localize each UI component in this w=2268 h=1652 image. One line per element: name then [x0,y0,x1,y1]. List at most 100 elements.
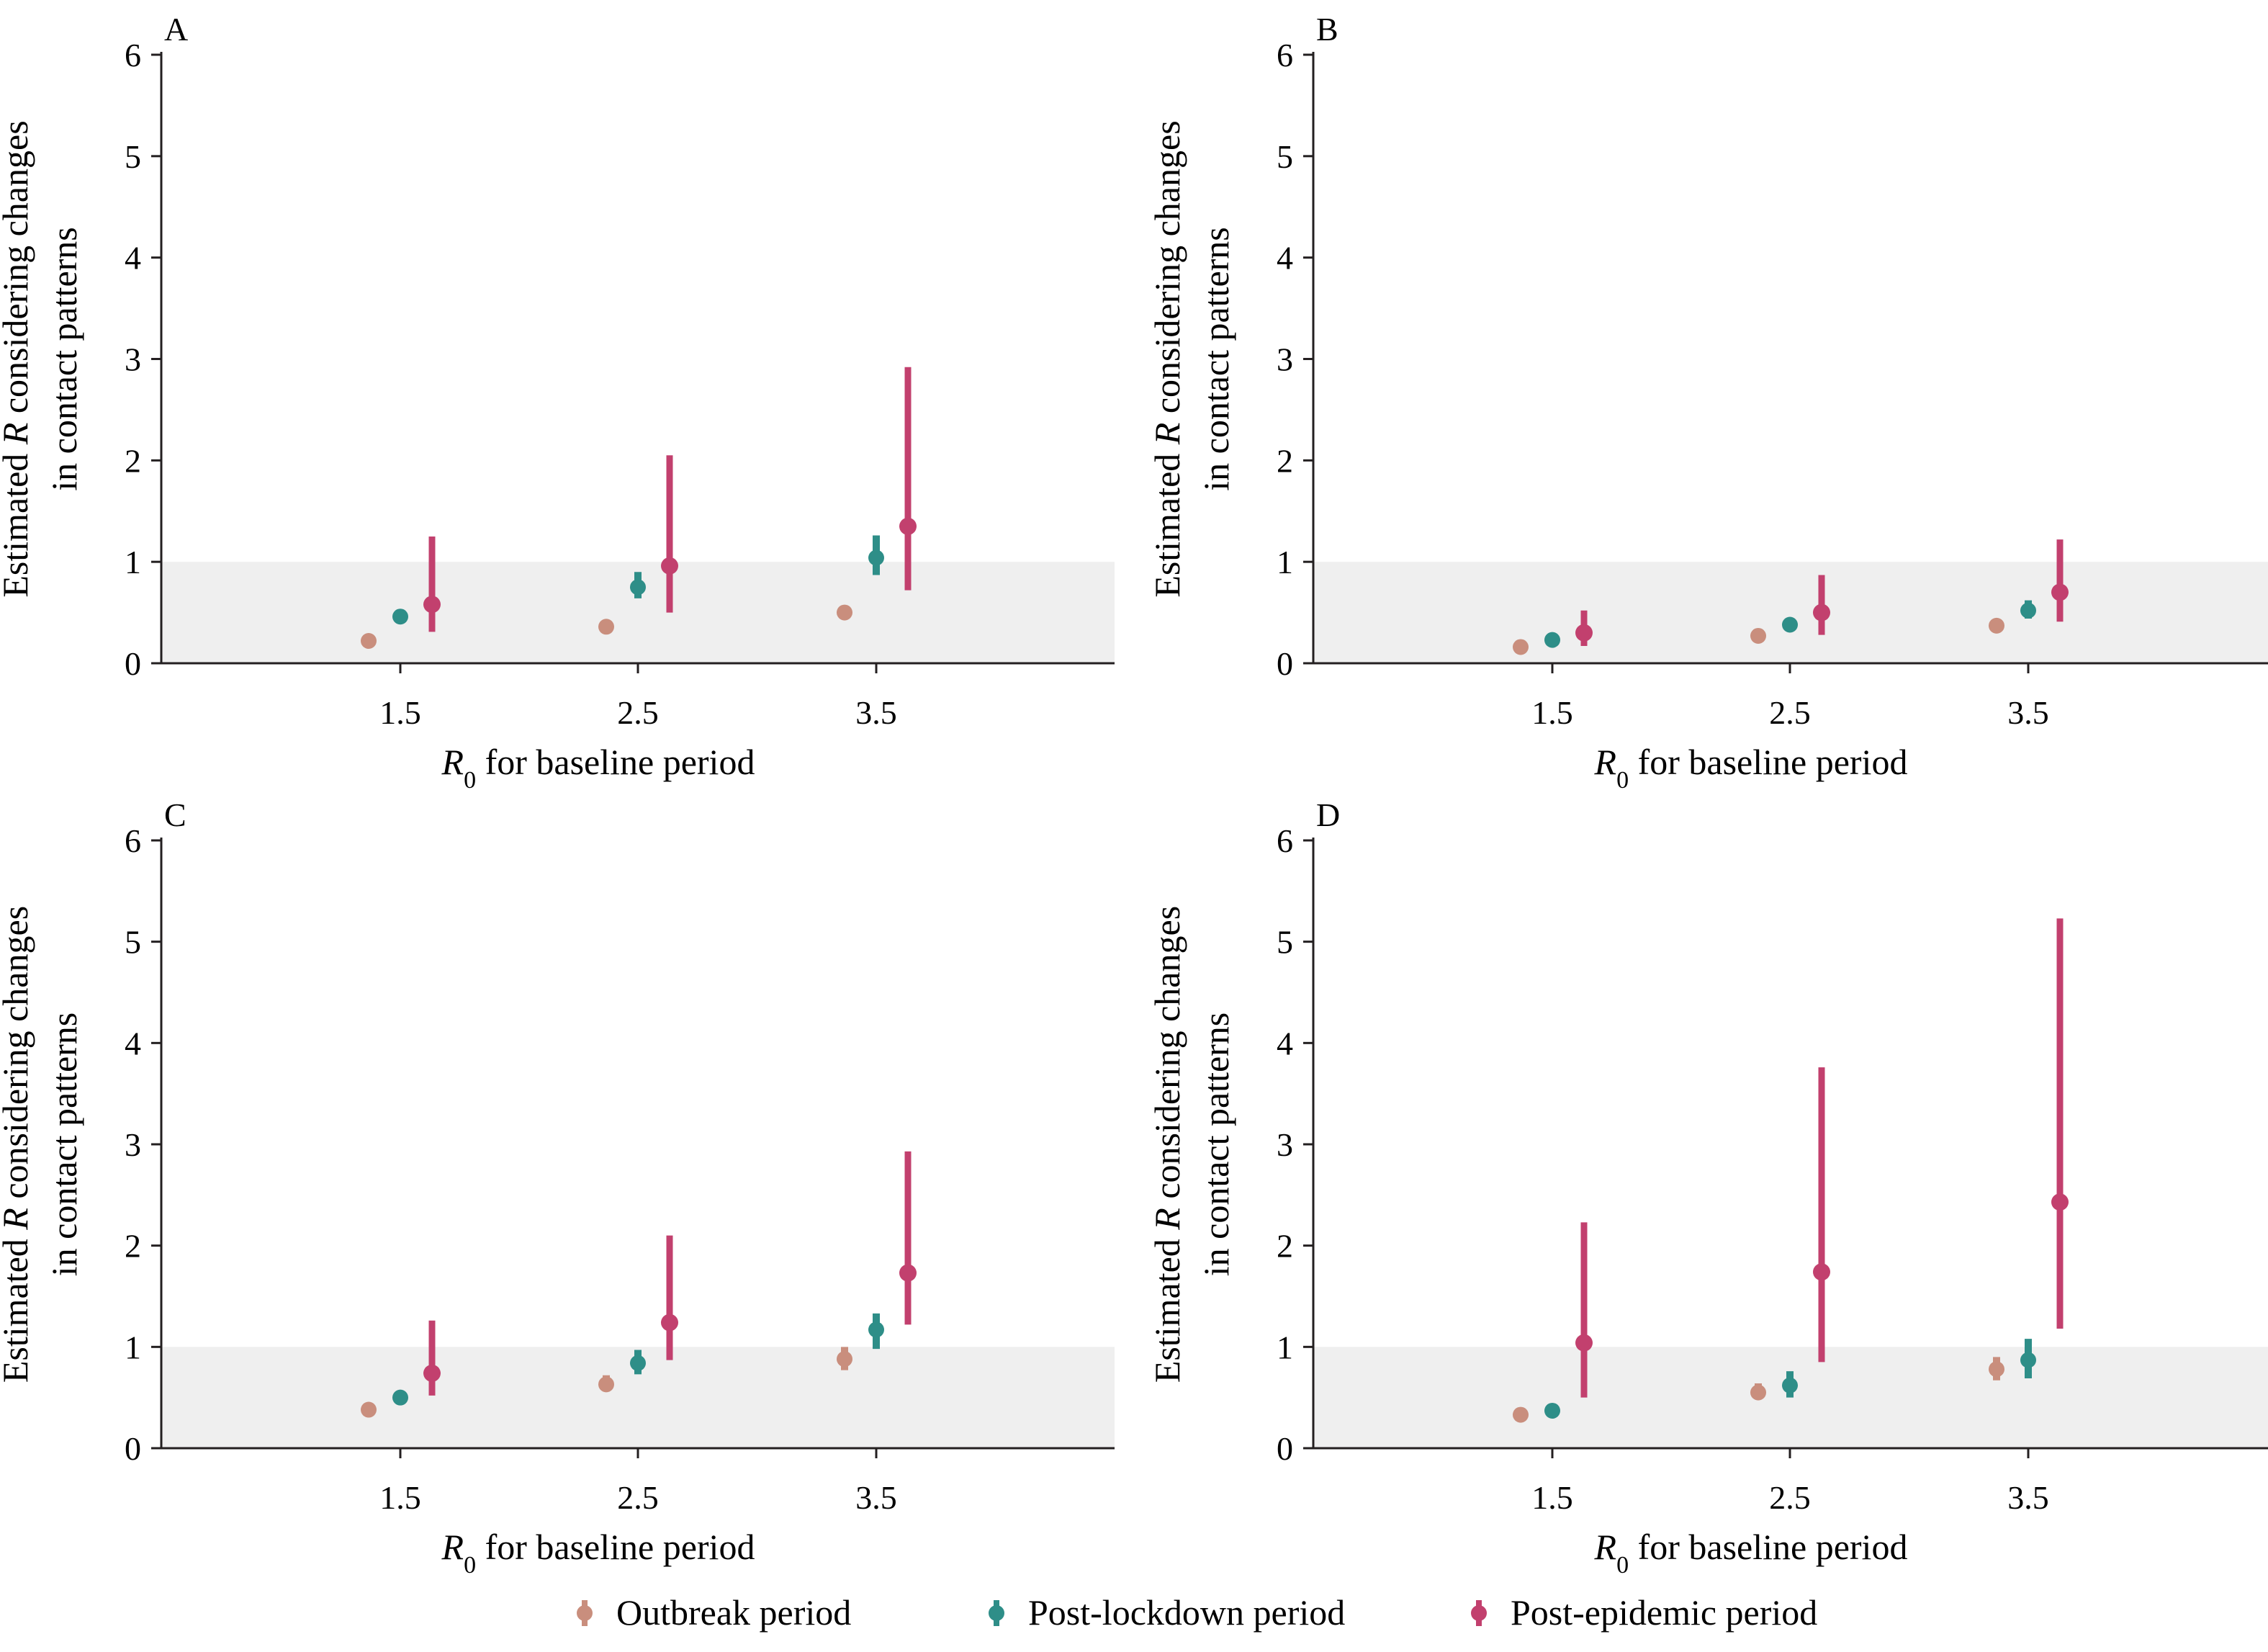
point-post-lockdown [1544,1402,1560,1419]
point-outbreak [361,1401,377,1418]
point-outbreak [598,1376,614,1393]
point-outbreak [1513,1406,1529,1423]
y-tick-label: 4 [1277,240,1293,277]
point-post-lockdown [1782,616,1798,633]
y-tick-label: 6 [1277,822,1293,859]
x-tick-label: 3.5 [2007,1479,2049,1516]
point-post-epidemic [2051,1193,2069,1211]
legend-label: Post-epidemic period [1511,1592,1817,1633]
y-tick-label: 0 [1277,1430,1293,1467]
reference-band [1313,562,2268,663]
panel-a: A 0 1 2 3 4 5 6 1.5 2.5 3.5 Estimated R considering… [0,11,1115,794]
panel-d: D 0 1 2 3 4 5 6 1.5 2.5 3.5 Estimated R considering… [1147,796,2268,1579]
x-tick-label: 1.5 [379,1479,421,1516]
y-tick-label: 1 [125,1329,141,1365]
legend-label: Post-lockdown period [1028,1592,1345,1633]
y-axis-title-line2: in contact patterns [44,227,84,491]
point-post-lockdown [630,579,646,596]
y-tick-label: 6 [1277,37,1293,73]
x-axis-title: R0 for baseline period [441,742,755,794]
point-post-epidemic [1813,1263,1830,1281]
chart-panels: A 0 1 2 3 4 5 6 1.5 2.5 3.5 Estimated R considering… [0,11,2268,1579]
y-tick-label: 5 [1277,924,1293,961]
y-tick-label: 0 [1277,645,1293,682]
y-tick-label: 6 [125,37,141,73]
point-outbreak [837,1351,852,1368]
y-tick-label: 0 [125,645,141,682]
legend-swatch-point [577,1605,593,1621]
x-tick-label: 2.5 [1769,1479,1811,1516]
y-tick-label: 6 [125,822,141,859]
y-tick-label: 5 [125,924,141,961]
legend-item-post-epidemic: Post-epidemic period [1471,1592,1817,1633]
y-tick-label: 4 [125,1025,141,1061]
point-outbreak [598,619,614,635]
x-axis-title: R0 for baseline period [441,1527,755,1579]
y-tick-label: 1 [125,544,141,580]
x-tick-label: 1.5 [1531,1479,1573,1516]
x-tick-label: 1.5 [1531,694,1573,731]
point-outbreak [1750,627,1766,644]
y-tick-label: 2 [125,1228,141,1265]
point-post-epidemic [661,1314,678,1332]
point-post-epidemic [2051,583,2069,601]
panel-b: B 0 1 2 3 4 5 6 1.5 2.5 3.5 Estimated R considering… [1147,11,2268,794]
y-tick-label: 3 [125,1126,141,1163]
point-post-epidemic [661,557,678,575]
legend-item-post-lockdown: Post-lockdown period [989,1592,1345,1633]
y-axis-title-line2: in contact patterns [1196,227,1236,491]
legend-swatch-point [1471,1605,1487,1621]
legend-label: Outbreak period [616,1592,851,1633]
y-tick-label: 1 [1277,544,1293,580]
point-outbreak [1513,639,1529,655]
point-outbreak [1989,1361,2004,1378]
panel-c: C 0 1 2 3 4 5 6 1.5 2.5 3.5 Estimated R considering… [0,796,1115,1579]
y-tick-label: 3 [1277,1126,1293,1163]
point-outbreak [1750,1384,1766,1401]
y-axis-title: Estimated R considering changes [0,120,35,597]
x-tick-label: 1.5 [379,694,421,731]
y-tick-label: 5 [125,138,141,175]
point-outbreak [1989,617,2004,634]
x-tick-label: 2.5 [617,1479,659,1516]
point-post-lockdown [630,1355,646,1371]
y-tick-label: 5 [1277,138,1293,175]
x-tick-label: 3.5 [855,694,897,731]
y-axis-title: Estimated R considering changes [0,906,35,1383]
panel-letter: A [164,11,188,48]
point-post-lockdown [1544,632,1560,648]
point-post-epidemic [1813,603,1830,621]
point-post-epidemic [899,517,917,535]
panel-letter: D [1316,796,1340,833]
y-tick-label: 0 [125,1430,141,1467]
point-post-lockdown [868,1321,884,1338]
legend: Outbreak period Post-lockdown period Post-… [577,1592,1817,1633]
y-axis-title: Estimated R considering changes [1147,906,1187,1383]
y-tick-label: 2 [1277,1228,1293,1265]
point-post-epidemic [423,1364,441,1382]
y-tick-label: 4 [125,240,141,277]
x-axis-title: R0 for baseline period [1594,1527,1908,1579]
x-tick-label: 2.5 [617,694,659,731]
point-post-lockdown [392,609,408,625]
point-post-lockdown [2020,1352,2036,1368]
legend-item-outbreak: Outbreak period [577,1592,851,1633]
point-post-epidemic [423,596,441,614]
reference-band [1313,1347,2268,1448]
y-axis-title: Estimated R considering changes [1147,120,1187,597]
x-tick-label: 3.5 [2007,694,2049,731]
x-axis-title: R0 for baseline period [1594,742,1908,794]
y-tick-label: 1 [1277,1329,1293,1365]
point-outbreak [837,604,852,621]
point-outbreak [361,633,377,650]
y-tick-label: 3 [1277,341,1293,378]
point-post-lockdown [2020,602,2036,619]
point-post-lockdown [392,1389,408,1406]
point-post-epidemic [899,1264,917,1282]
panel-letter: C [164,796,186,833]
y-tick-label: 2 [1277,442,1293,479]
point-post-epidemic [1575,1334,1593,1352]
x-tick-label: 3.5 [855,1479,897,1516]
y-tick-label: 4 [1277,1025,1293,1061]
